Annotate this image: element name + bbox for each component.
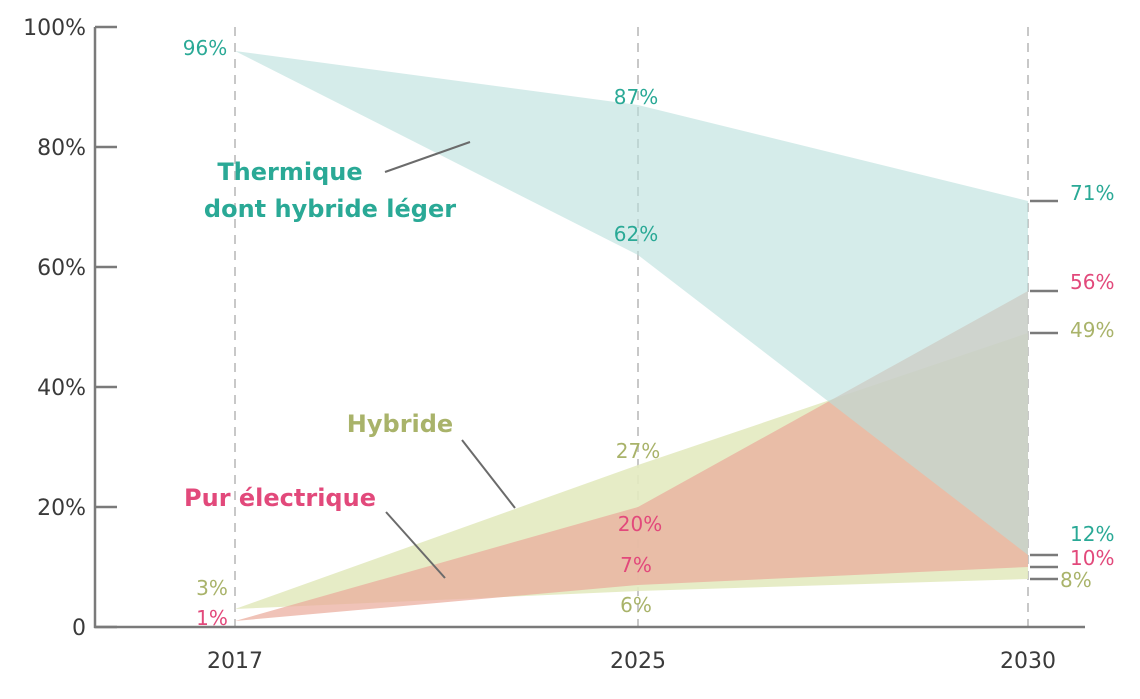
x-tick-label: 2017 [207, 649, 263, 674]
value-label-thermique-2025-high: 87% [614, 85, 658, 109]
value-label-thermique-2030-high: 71% [1070, 181, 1114, 205]
value-label-hybride-2025-high: 27% [616, 439, 660, 463]
leader-hybride [461, 439, 516, 509]
value-label-electrique-2025-high: 20% [618, 512, 662, 536]
value-label-electrique-2030-high: 56% [1070, 270, 1114, 294]
y-tick-label: 100% [23, 16, 86, 41]
value-label-hybride-2030-high: 49% [1070, 318, 1114, 342]
leader-electrique [385, 511, 446, 579]
leader-thermique [384, 141, 471, 173]
area-electrique [235, 291, 1028, 621]
area-thermique [235, 51, 1028, 555]
value-label-electrique-2025-low: 7% [620, 553, 652, 577]
series-label-hybride: Hybride [347, 410, 453, 438]
x-tick-label: 2030 [1000, 649, 1056, 674]
value-label-electrique-2030-low: 10% [1070, 546, 1114, 570]
value-label-thermique-2025-low: 62% [614, 222, 658, 246]
value-label-thermique-2030-low: 12% [1070, 522, 1114, 546]
y-tick-label: 0 [72, 616, 86, 641]
y-tick-label: 80% [37, 136, 86, 161]
series-label-thermique-1: Thermique [217, 158, 362, 186]
x-tick-label: 2025 [610, 649, 666, 674]
series-label-thermique-2: dont hybride léger [204, 195, 456, 223]
series-label-electrique: Pur électrique [184, 484, 376, 512]
value-label-hybride-2030-low: 8% [1060, 568, 1092, 592]
y-tick-label: 40% [37, 376, 86, 401]
y-tick-label: 20% [37, 496, 86, 521]
value-label-hybride-2025-low: 6% [620, 593, 652, 617]
value-label-hybride-2017-low: 3% [196, 576, 228, 600]
value-label-electrique-2017-low: 1% [196, 606, 228, 630]
value-label-thermique-2017-high: 96% [183, 36, 227, 60]
y-tick-label: 60% [37, 256, 86, 281]
